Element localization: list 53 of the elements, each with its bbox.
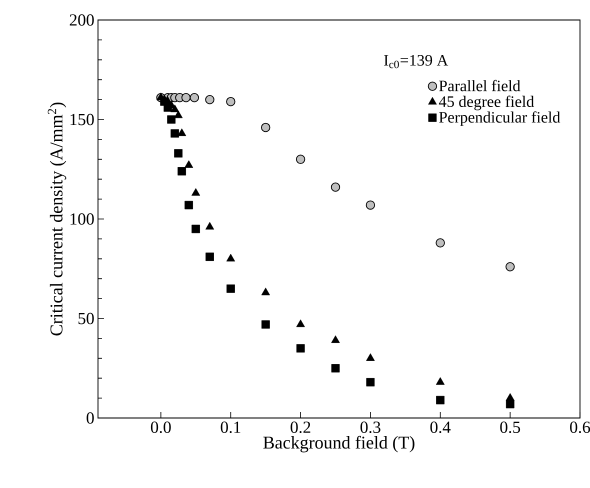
point [184,160,194,168]
point [331,364,340,372]
x-tick-label: 0.5 [500,422,520,434]
point [296,319,305,328]
point [296,344,305,353]
point [205,222,214,230]
point [366,200,376,210]
point [330,182,340,192]
annotation: I$_{c0}$=139 A [384,54,448,68]
point [167,115,176,124]
point [506,400,514,408]
point [164,103,172,112]
y-tick-label: 100 [70,213,94,225]
point [174,149,183,158]
y-tick-label: 50 [78,312,94,324]
point [506,393,514,401]
point [296,154,306,164]
point [366,378,375,386]
point [261,122,270,132]
x-tick-label: 0.1 [220,422,240,434]
point [192,224,200,234]
point [436,396,444,404]
point [226,254,236,262]
legend-label: Perpendicular field [439,111,560,126]
y-tick-label: 150 [70,114,94,126]
point [261,288,270,296]
x-tick-label: 0.0 [150,422,171,434]
legend-label: 45 degree field [438,96,534,110]
point [436,377,445,385]
x-tick-label: 0.2 [290,422,310,434]
point [184,200,193,210]
point [170,129,180,138]
x-tick-label: 0.4 [430,422,451,434]
y-tick-label: 0 [86,412,94,424]
x-axis-title: Background field (T) [263,436,414,452]
point [226,96,236,106]
x-tick-label: 0.3 [360,422,380,434]
point [205,94,214,104]
point [191,188,200,196]
point [226,284,235,293]
point [178,167,186,176]
point [181,92,191,102]
y-tick-label: 200 [70,14,94,26]
legend-label: Parallel field [439,80,520,92]
point [331,335,340,343]
point [366,353,375,361]
point [190,92,200,102]
point [261,320,270,329]
point [206,252,214,261]
point [506,262,515,272]
x-tick-label: 0.6 [570,422,590,434]
y-axis-title: Critical current density (A/mm$^{2}$) [48,102,66,336]
point [436,238,445,248]
